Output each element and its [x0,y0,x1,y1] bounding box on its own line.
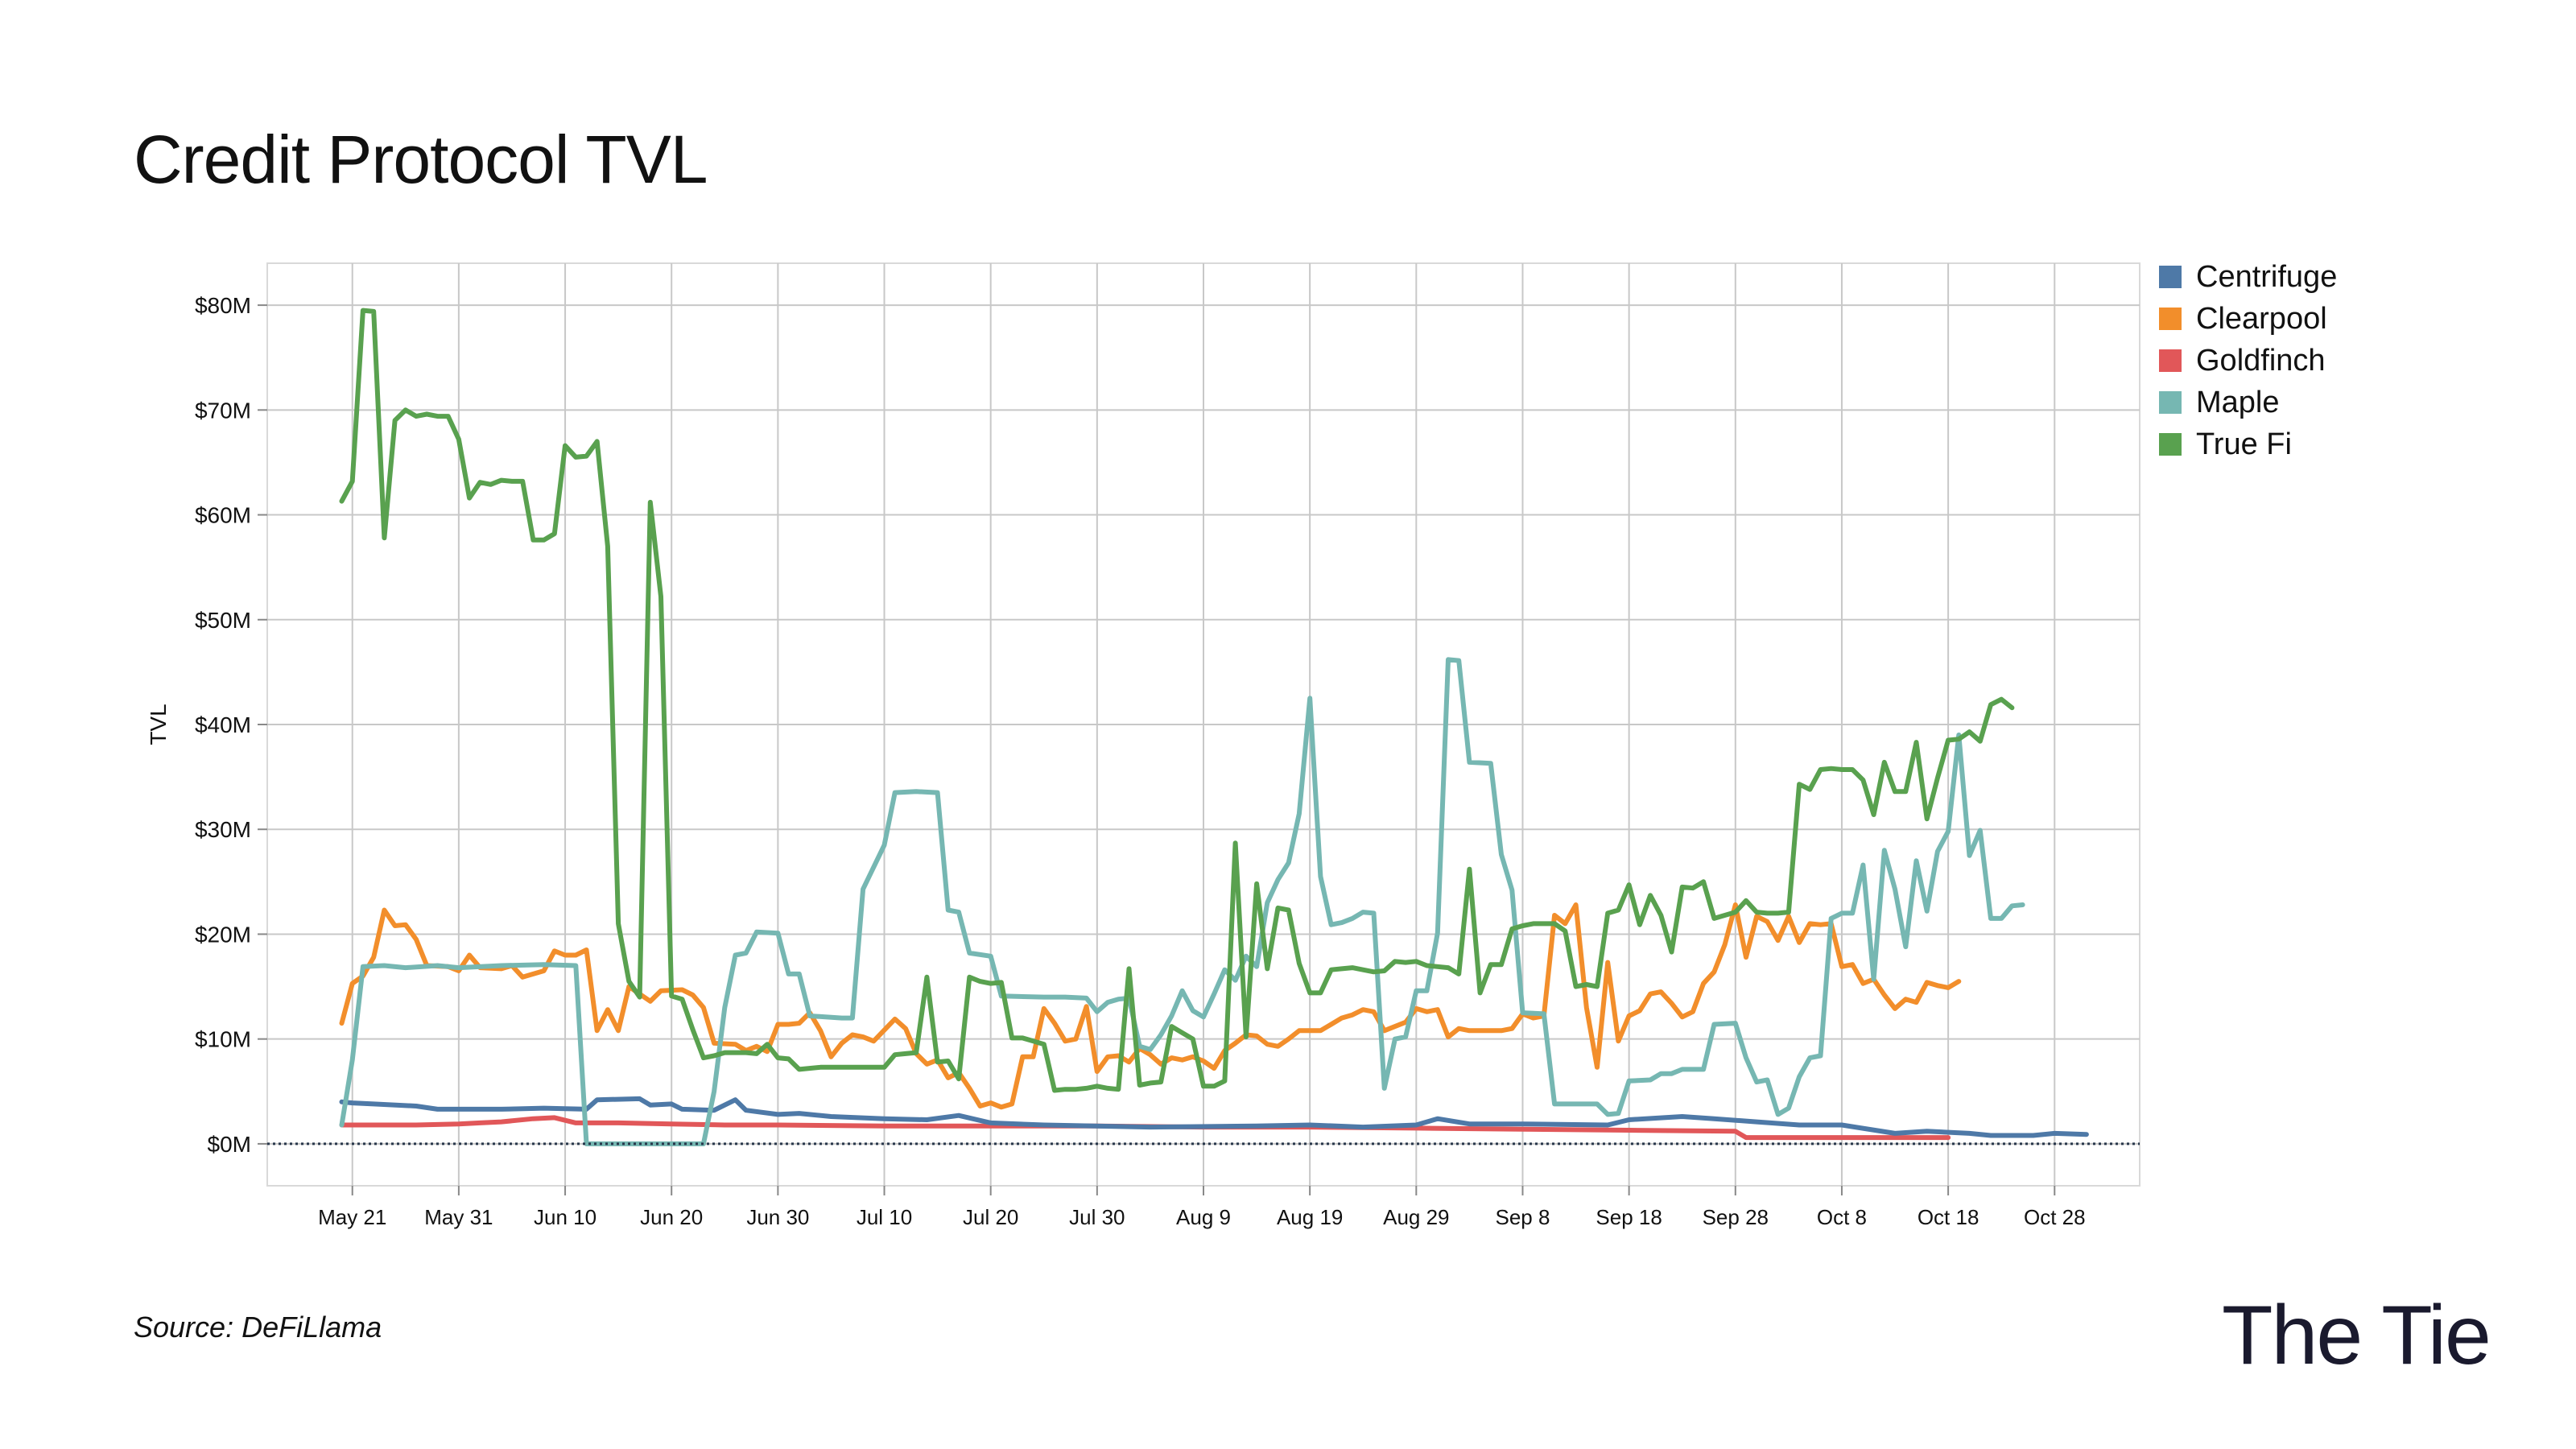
source-note: Source: DeFiLlama [134,1311,382,1344]
chart-legend: Centrifuge Clearpool Goldfinch Maple Tru… [2159,256,2337,465]
x-tick-label: May 31 [424,1205,493,1229]
y-axis-ticks: $0M $10M $20M $30M $40M $50M $60M $70M $80M [195,293,267,1157]
legend-item-truefi[interactable]: True Fi [2159,423,2337,465]
series-line-true-fi[interactable] [339,308,2015,1093]
x-tick-label: Aug 9 [1176,1205,1231,1229]
series-line-maple[interactable] [339,657,2025,1146]
x-tick-label: Jul 30 [1069,1205,1125,1229]
legend-swatch [2159,308,2182,330]
legend-label: Centrifuge [2196,259,2338,294]
legend-item-centrifuge[interactable]: Centrifuge [2159,256,2337,298]
x-tick-label: Sep 8 [1496,1205,1550,1229]
legend-item-clearpool[interactable]: Clearpool [2159,298,2337,340]
x-tick-label: Jun 30 [746,1205,809,1229]
legend-label: True Fi [2196,427,2292,461]
x-tick-label: Jul 20 [963,1205,1018,1229]
series-line-centrifuge[interactable] [339,1096,2089,1138]
legend-label: Clearpool [2196,301,2327,336]
y-tick-label: $20M [195,922,251,947]
legend-item-maple[interactable]: Maple [2159,382,2337,423]
legend-item-goldfinch[interactable]: Goldfinch [2159,340,2337,382]
y-tick-label: $60M [195,503,251,528]
y-tick-label: $80M [195,293,251,318]
x-tick-label: Oct 18 [1918,1205,1979,1229]
x-tick-label: Aug 19 [1277,1205,1343,1229]
legend-swatch [2159,349,2182,372]
x-tick-label: Jul 10 [857,1205,912,1229]
y-tick-label: $70M [195,398,251,423]
y-tick-label: $30M [195,817,251,842]
chart-title: Credit Protocol TVL [134,122,708,197]
x-tick-label: Jun 20 [640,1205,703,1229]
x-tick-label: Oct 28 [2024,1205,2086,1229]
y-axis-label: TVL [146,704,171,745]
y-tick-label: $0M [208,1132,251,1157]
x-tick-label: Sep 18 [1596,1205,1662,1229]
legend-swatch [2159,266,2182,288]
x-tick-label: Oct 8 [1817,1205,1867,1229]
brand-logo: The Tie [2222,1289,2491,1382]
x-tick-label: May 21 [318,1205,386,1229]
legend-swatch [2159,391,2182,414]
y-tick-label: $40M [195,712,251,737]
x-axis-ticks: May 21 May 31 Jun 10 Jun 20 Jun 30 Jul 10 Jul … [318,1186,2086,1229]
series-line-goldfinch[interactable] [339,1115,1951,1141]
y-tick-label: $10M [195,1027,251,1052]
x-tick-label: Sep 28 [1703,1205,1769,1229]
y-tick-label: $50M [195,608,251,633]
series-lines [339,308,2089,1146]
x-tick-label: Jun 10 [534,1205,597,1229]
legend-label: Goldfinch [2196,343,2326,378]
legend-label: Maple [2196,385,2280,419]
x-tick-label: Aug 29 [1383,1205,1449,1229]
legend-swatch [2159,433,2182,456]
